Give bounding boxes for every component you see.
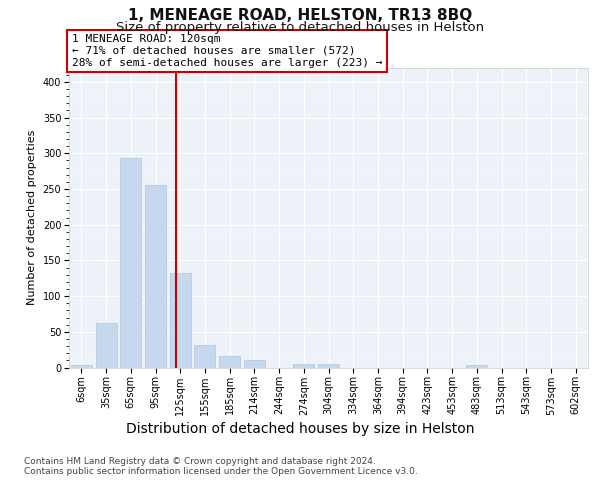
- Text: 1, MENEAGE ROAD, HELSTON, TR13 8BQ: 1, MENEAGE ROAD, HELSTON, TR13 8BQ: [128, 8, 472, 22]
- Bar: [194, 346, 215, 368]
- Bar: [120, 158, 141, 368]
- Y-axis label: Number of detached properties: Number of detached properties: [27, 130, 37, 305]
- Bar: [145, 184, 166, 368]
- Bar: [170, 273, 191, 368]
- Bar: [244, 360, 265, 368]
- Text: Size of property relative to detached houses in Helston: Size of property relative to detached ho…: [116, 21, 484, 34]
- Bar: [466, 366, 487, 368]
- Text: Distribution of detached houses by size in Helston: Distribution of detached houses by size …: [126, 422, 474, 436]
- Text: Contains HM Land Registry data © Crown copyright and database right 2024.: Contains HM Land Registry data © Crown c…: [24, 458, 376, 466]
- Text: Contains public sector information licensed under the Open Government Licence v3: Contains public sector information licen…: [24, 468, 418, 476]
- Bar: [293, 364, 314, 368]
- Bar: [219, 356, 240, 368]
- Bar: [95, 322, 116, 368]
- Text: 1 MENEAGE ROAD: 120sqm
← 71% of detached houses are smaller (572)
28% of semi-de: 1 MENEAGE ROAD: 120sqm ← 71% of detached…: [71, 34, 382, 68]
- Bar: [71, 366, 92, 368]
- Bar: [318, 364, 339, 368]
